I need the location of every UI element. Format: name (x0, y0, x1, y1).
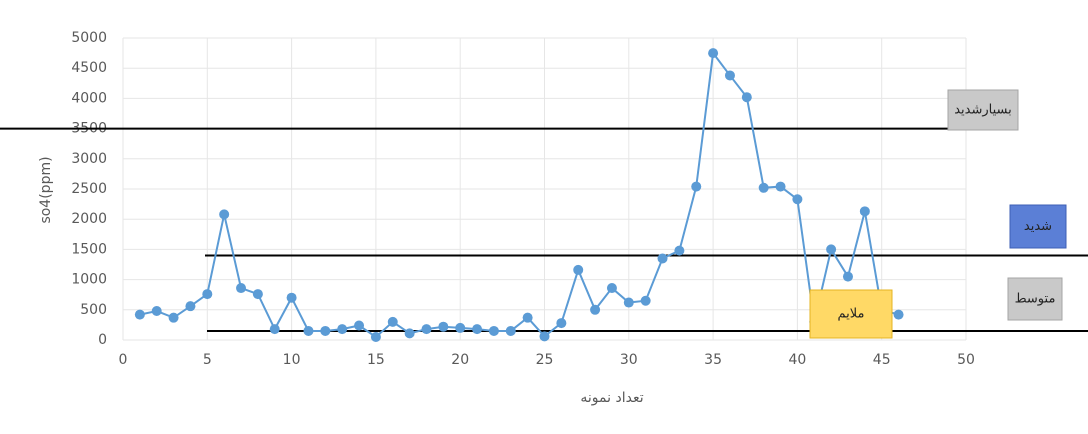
data-point (489, 326, 499, 336)
data-point (556, 318, 566, 328)
data-point (674, 246, 684, 256)
y-axis-title: so4(ppm) (38, 156, 54, 223)
data-point (894, 310, 904, 320)
data-point (540, 331, 550, 341)
data-point (742, 92, 752, 102)
data-point (708, 48, 718, 58)
y-tick-label: 500 (80, 302, 107, 318)
y-tick-label: 3000 (71, 151, 107, 167)
data-point (641, 296, 651, 306)
data-point (506, 326, 516, 336)
x-tick-label: 40 (788, 352, 806, 368)
x-axis-title: تعداد نمونه (580, 390, 643, 406)
data-point (792, 194, 802, 204)
data-point (185, 301, 195, 311)
data-point (573, 265, 583, 275)
data-point (843, 272, 853, 282)
threshold-label: بسیارشدید (954, 103, 1012, 118)
x-tick-label: 35 (704, 352, 722, 368)
data-point (303, 326, 313, 336)
data-point (169, 313, 179, 323)
y-tick-label: 1000 (71, 272, 107, 288)
y-tick-label: 1500 (71, 241, 107, 257)
data-point (354, 321, 364, 331)
data-point (388, 317, 398, 327)
data-point (826, 244, 836, 254)
data-point (590, 305, 600, 315)
data-point (421, 324, 431, 334)
chart: تعداد نمونه so4(ppm) 0500100015002000250… (0, 0, 1088, 434)
data-point (253, 289, 263, 299)
x-tick-label: 50 (957, 352, 975, 368)
data-point (523, 313, 533, 323)
data-point (725, 70, 735, 80)
data-point (405, 328, 415, 338)
data-point (287, 293, 297, 303)
data-point (152, 306, 162, 316)
x-tick-label: 0 (119, 352, 128, 368)
x-tick-label: 10 (283, 352, 301, 368)
x-tick-label: 25 (536, 352, 554, 368)
y-tick-label: 4000 (71, 90, 107, 106)
x-tick-label: 30 (620, 352, 638, 368)
y-tick-label: 2000 (71, 211, 107, 227)
y-tick-label: 0 (98, 332, 107, 348)
data-point (236, 283, 246, 293)
x-tick-label: 45 (873, 352, 891, 368)
data-point (759, 183, 769, 193)
threshold-label: شدید (1024, 219, 1052, 234)
threshold-label: متوسط (1015, 292, 1056, 307)
data-point (776, 182, 786, 192)
x-tick-label: 15 (367, 352, 385, 368)
data-point (438, 322, 448, 332)
y-tick-label: 2500 (71, 181, 107, 197)
y-tick-label: 4500 (71, 60, 107, 76)
data-point (219, 209, 229, 219)
data-point (860, 206, 870, 216)
data-point (135, 310, 145, 320)
data-point (270, 324, 280, 334)
data-point (624, 298, 634, 308)
data-point (472, 324, 482, 334)
x-tick-label: 5 (203, 352, 212, 368)
y-tick-label: 5000 (71, 30, 107, 46)
data-point (337, 324, 347, 334)
x-tick-label: 20 (451, 352, 469, 368)
data-point (658, 253, 668, 263)
data-point (455, 323, 465, 333)
data-point (320, 326, 330, 336)
threshold-label: ملایم (838, 307, 865, 322)
data-point (371, 332, 381, 342)
data-point (202, 289, 212, 299)
data-point (691, 182, 701, 192)
data-point (607, 283, 617, 293)
